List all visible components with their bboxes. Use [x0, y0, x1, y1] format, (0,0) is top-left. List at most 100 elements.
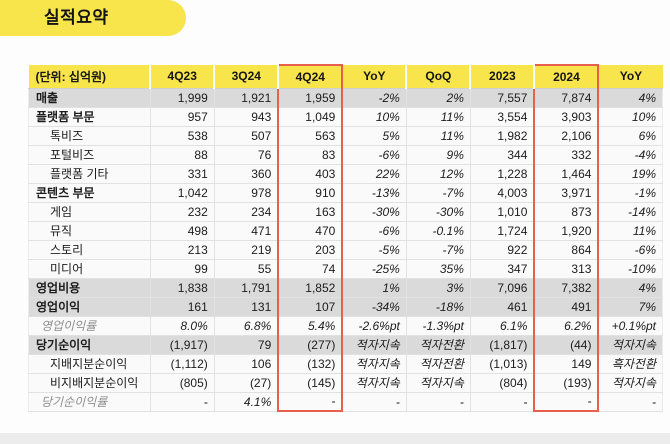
- row-label: 비지배지분순이익: [28, 373, 151, 393]
- cell-value: -7%: [405, 240, 471, 260]
- cell-value: 99: [149, 259, 215, 279]
- table-row: 비지배지분순이익 (805) (27) (145) 적자지속 적자지속 (804) (193)…: [28, 373, 664, 393]
- cell-value: -6%: [341, 145, 407, 165]
- table-row: 지배지분순이익 (1,112) 106 (132) 적자지속 적자전환 (1,013) 149…: [28, 354, 664, 374]
- cell-value: 10%: [341, 107, 407, 127]
- cell-value: 491: [533, 297, 600, 317]
- table-row: 콘텐츠 부문 1,042 978 910 -13% -7% 4,003 3,971 -1%: [28, 183, 664, 203]
- cell-value: 7,874: [533, 88, 600, 108]
- cell-value: 11%: [405, 107, 471, 127]
- cell-value: 11%: [597, 221, 664, 241]
- cell-value: 1,920: [533, 221, 600, 241]
- cell-value: 864: [533, 240, 600, 260]
- cell-value: 1,049: [277, 107, 344, 127]
- cell-value: 873: [533, 202, 600, 222]
- cell-value: 149: [533, 354, 600, 374]
- cell-value: 161: [149, 297, 215, 317]
- column-header: 2024: [533, 64, 600, 89]
- cell-value: -30%: [341, 202, 407, 222]
- cell-value: 203: [277, 240, 344, 260]
- cell-value: 7%: [597, 297, 664, 317]
- cell-value: 1,464: [533, 164, 600, 184]
- table-row: 스토리 213 219 203 -5% -7% 922 864 -6%: [28, 240, 664, 260]
- cell-value: 498: [149, 221, 215, 241]
- cell-value: (145): [277, 373, 344, 393]
- cell-value: 461: [469, 297, 535, 317]
- cell-value: 적자전환: [405, 354, 471, 374]
- table-row: 플랫폼 기타 331 360 403 22% 12% 1,228 1,464 19%: [28, 164, 664, 184]
- cell-value: 1,999: [149, 88, 215, 108]
- cell-value: -1.3%pt: [405, 316, 471, 336]
- cell-value: 6.1%: [469, 316, 535, 336]
- cell-value: 2%: [405, 88, 471, 108]
- cell-value: 106: [213, 354, 279, 374]
- cell-value: 3,903: [533, 107, 600, 127]
- cell-value: 313: [533, 259, 600, 279]
- cell-value: (804): [469, 373, 535, 393]
- cell-value: 4,003: [469, 183, 535, 203]
- cell-value: 131: [213, 297, 279, 317]
- column-header: 2023: [469, 65, 536, 89]
- column-header: YoY: [597, 65, 663, 89]
- cell-value: 9%: [405, 145, 471, 165]
- cell-value: 1,791: [213, 278, 279, 298]
- row-label: 매출: [28, 88, 151, 108]
- row-label: 당기순이익률: [28, 392, 151, 412]
- cell-value: 1,228: [469, 164, 535, 184]
- bottom-edge-strip: [0, 433, 670, 444]
- cell-value: 4%: [597, 88, 664, 108]
- cell-value: 213: [149, 240, 215, 260]
- summary-table-container: (단위: 십억원) 4Q23 3Q24 4Q24 YoY QoQ 2023 2024 YoY 매…: [28, 64, 664, 412]
- cell-value: 3%: [405, 278, 471, 298]
- table-row: 뮤직 498 471 470 -6% -0.1% 1,724 1,920 11%: [28, 221, 664, 241]
- cell-value: 5.4%: [277, 316, 344, 336]
- cell-value: -: [469, 392, 535, 412]
- cell-value: 19%: [597, 164, 664, 184]
- cell-value: 360: [213, 164, 279, 184]
- cell-value: 3,971: [533, 183, 600, 203]
- cell-value: -6%: [597, 240, 664, 260]
- table-row: 톡비즈 538 507 563 5% 11% 1,982 2,106 6%: [28, 126, 664, 146]
- cell-value: -2%: [341, 88, 407, 108]
- table-row: 플랫폼 부문 957 943 1,049 10% 11% 3,554 3,903 10%: [28, 107, 664, 127]
- summary-table: (단위: 십억원) 4Q23 3Q24 4Q24 YoY QoQ 2023 2024 YoY 매…: [28, 64, 664, 412]
- cell-value: 2,106: [533, 126, 600, 146]
- cell-value: 11%: [405, 126, 471, 146]
- cell-value: -25%: [341, 259, 407, 279]
- cell-value: 적자지속: [341, 354, 407, 374]
- cell-value: 910: [277, 183, 344, 203]
- cell-value: -14%: [597, 202, 664, 222]
- cell-value: 1%: [341, 278, 407, 298]
- row-label: 게임: [28, 202, 151, 222]
- cell-value: 331: [149, 164, 215, 184]
- row-label: 톡비즈: [28, 126, 151, 146]
- cell-value: (27): [213, 373, 279, 393]
- cell-value: -6%: [341, 221, 407, 241]
- table-row: 당기순이익률 -4.1% - - - - - -: [28, 392, 664, 412]
- cell-value: 10%: [597, 107, 664, 127]
- cell-value: (1,817): [469, 335, 535, 355]
- row-label: 영업이익률: [28, 316, 151, 336]
- cell-value: -34%: [341, 297, 407, 317]
- cell-value: (132): [277, 354, 344, 374]
- cell-value: 538: [149, 126, 215, 146]
- cell-value: 470: [277, 221, 344, 241]
- table-row: 당기순이익 (1,917) 79 (277) 적자지속 적자전환 (1,817) (44) 적자…: [28, 335, 664, 355]
- table-row: 영업이익 161 131 107 -34% -18% 461 491 7%: [28, 297, 664, 317]
- table-body: 매출 1,999 1,921 1,959 -2% 2% 7,557 7,874 4% 플랫폼 부문…: [28, 88, 664, 412]
- cell-value: 적자지속: [597, 373, 664, 393]
- cell-value: -18%: [405, 297, 471, 317]
- cell-value: 적자전환: [405, 335, 471, 355]
- cell-value: 6%: [597, 126, 664, 146]
- cell-value: (277): [277, 335, 344, 355]
- cell-value: 적자지속: [405, 373, 471, 393]
- cell-value: 563: [277, 126, 344, 146]
- cell-value: 적자지속: [597, 335, 664, 355]
- table-row: 영업이익률 8.0% 6.8% 5.4% -2.6%pt -1.3%pt 6.1% 6.2% +…: [28, 316, 664, 336]
- cell-value: -4%: [597, 145, 664, 165]
- cell-value: (1,917): [149, 335, 215, 355]
- cell-value: (1,013): [469, 354, 535, 374]
- cell-value: 4%: [597, 278, 664, 298]
- cell-value: -2.6%pt: [341, 316, 407, 336]
- cell-value: (805): [149, 373, 215, 393]
